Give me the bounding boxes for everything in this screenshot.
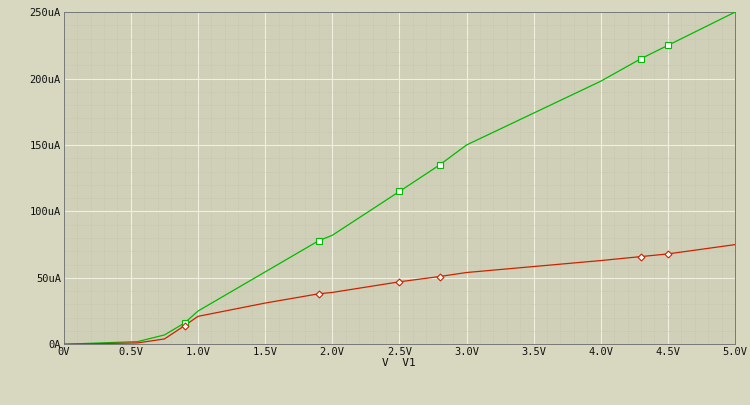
X-axis label: V  V1: V V1 — [382, 358, 416, 369]
